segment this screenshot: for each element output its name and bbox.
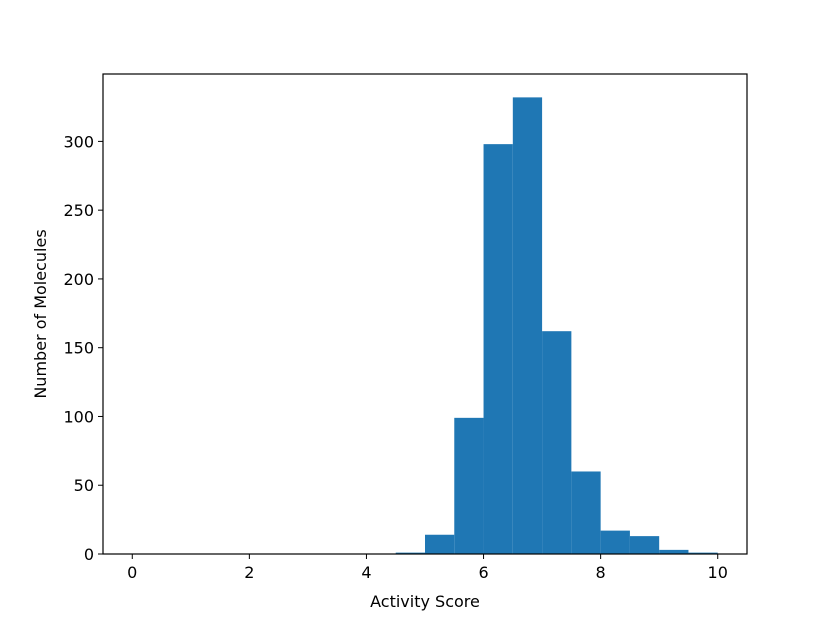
y-tick-label: 200 bbox=[63, 270, 94, 289]
x-tick-label: 6 bbox=[478, 563, 488, 582]
x-tick-label: 10 bbox=[708, 563, 728, 582]
y-tick-label: 100 bbox=[63, 407, 94, 426]
histogram-bar bbox=[425, 534, 455, 554]
y-tick-label: 250 bbox=[63, 201, 94, 220]
histogram-bar bbox=[600, 530, 630, 554]
y-tick-label: 150 bbox=[63, 339, 94, 358]
x-tick-label: 0 bbox=[127, 563, 137, 582]
y-tick-label: 50 bbox=[74, 476, 94, 495]
histogram-bar bbox=[454, 417, 484, 554]
histogram-bar bbox=[542, 331, 572, 554]
x-tick-label: 4 bbox=[361, 563, 371, 582]
x-tick-label: 8 bbox=[596, 563, 606, 582]
histogram-bars bbox=[395, 97, 718, 555]
y-axis-label: Number of Molecules bbox=[31, 229, 50, 398]
histogram-bar bbox=[629, 536, 660, 554]
y-tick-label: 300 bbox=[63, 132, 94, 151]
histogram-bar bbox=[512, 97, 543, 554]
x-axis-label: Activity Score bbox=[370, 592, 480, 611]
histogram-bar bbox=[688, 552, 718, 554]
histogram-bar bbox=[395, 552, 425, 554]
y-axis-ticks: 0 50 100 150 200 250 300 bbox=[63, 132, 103, 564]
histogram-bar bbox=[659, 549, 689, 554]
y-tick-label: 0 bbox=[84, 545, 94, 564]
x-tick-label: 2 bbox=[244, 563, 254, 582]
x-axis-ticks: 0 2 4 6 8 10 bbox=[127, 554, 728, 582]
histogram-bar bbox=[483, 144, 513, 555]
plot-frame bbox=[102, 73, 748, 555]
histogram-bar bbox=[571, 471, 601, 554]
